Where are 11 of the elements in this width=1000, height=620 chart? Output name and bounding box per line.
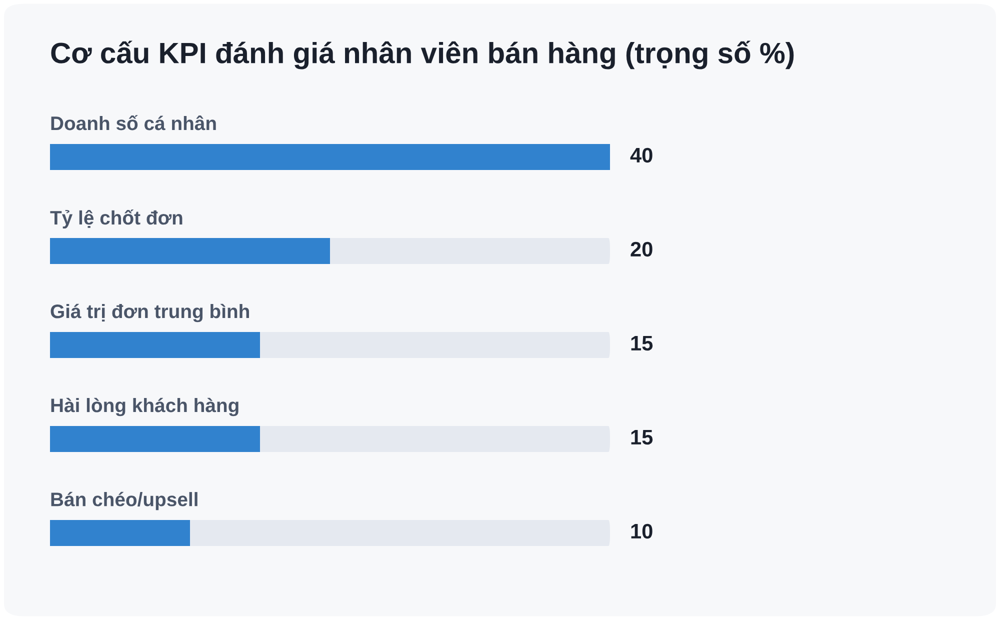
- data-label: 15: [631, 430, 653, 445]
- y-tick-label: Giá trị đơn trung bình: [50, 304, 249, 322]
- y-tick-label: Tỷ lệ chốt đơn: [50, 210, 182, 228]
- data-label: 40: [630, 148, 652, 163]
- data-label: 15: [631, 336, 653, 351]
- data-label: 10: [631, 524, 652, 539]
- y-tick-label: Hài lòng khách hàng: [51, 398, 238, 416]
- y-tick-label: Bán chéo/upsell: [51, 492, 198, 510]
- chart-title: Cơ cấu KPI đánh giá nhân viên bán hàng (trọng số %): [51, 40, 794, 70]
- data-label: 20: [630, 242, 652, 257]
- y-tick-label: Doanh số cá nhân: [51, 115, 216, 130]
